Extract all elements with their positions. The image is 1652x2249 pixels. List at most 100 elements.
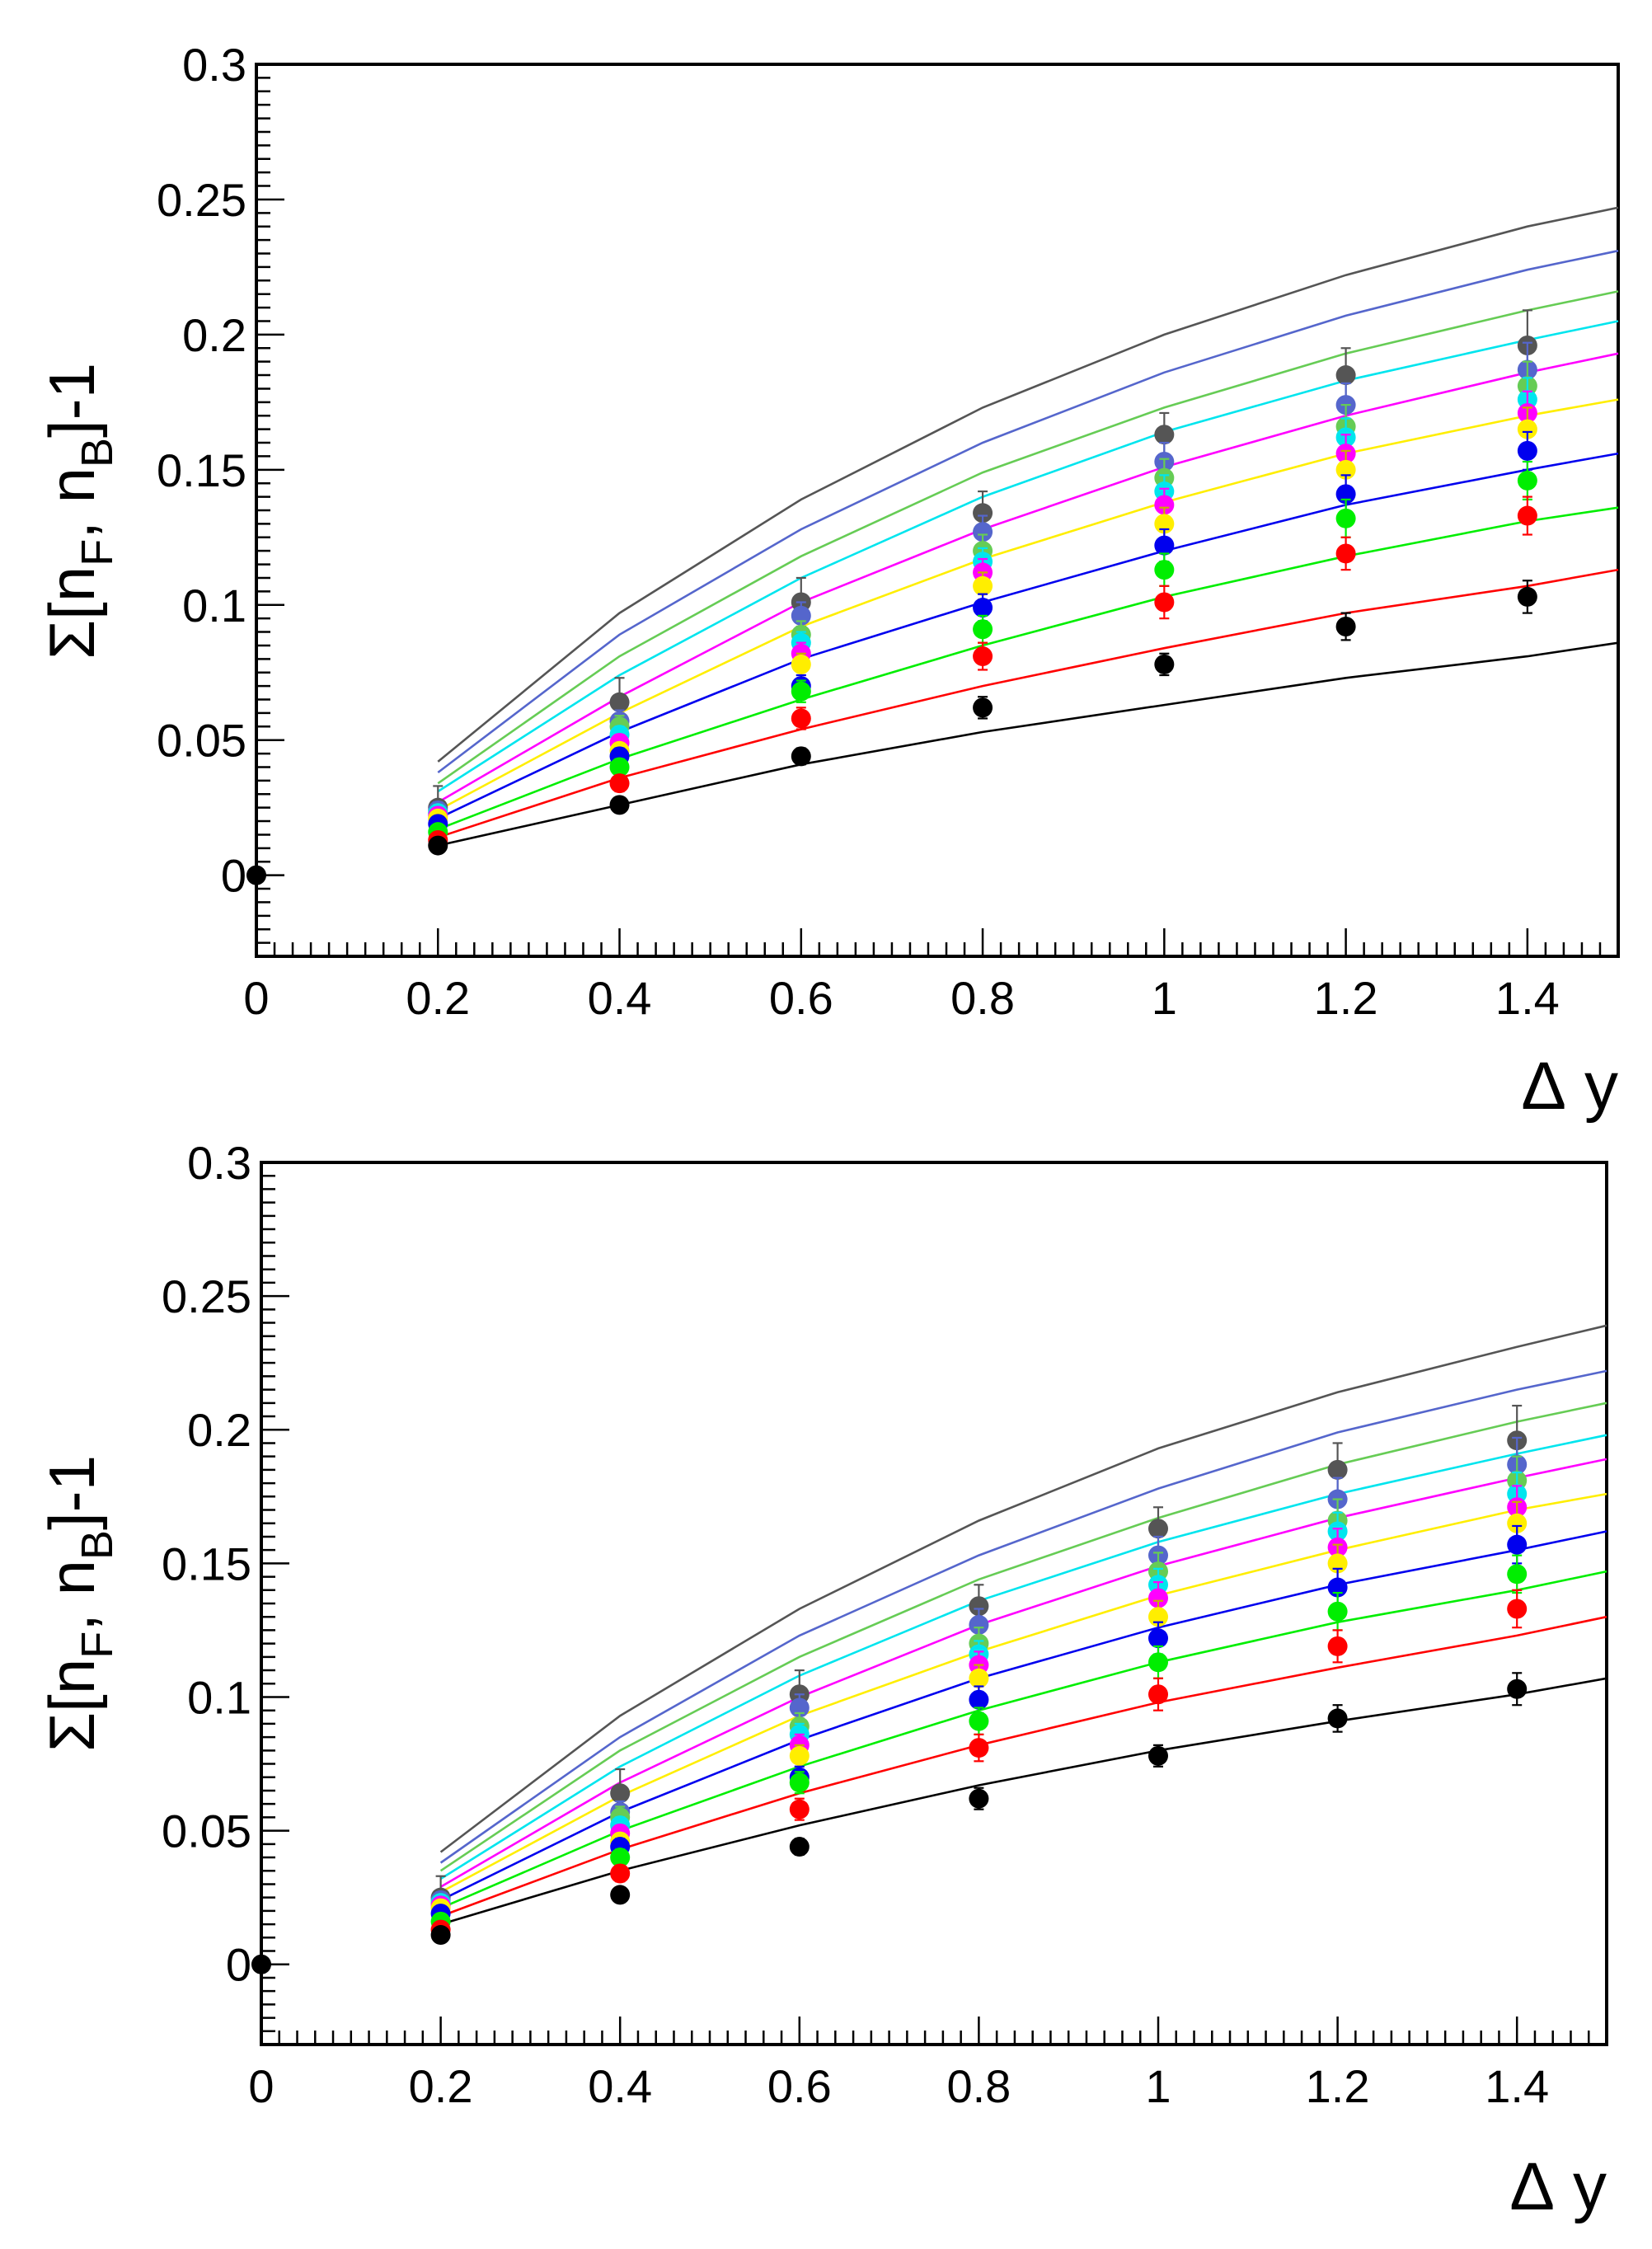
x-tick-label: 1.2 bbox=[1314, 972, 1378, 1024]
bottom-panel: 0 0.2 0.4 0.6 0.8 1 1.2 1.4 0 0.05 0.1 0.15 0.2 0.25 0… bbox=[35, 1137, 1608, 2224]
data-point-green bbox=[789, 1772, 810, 1793]
data-point-red bbox=[789, 1799, 810, 1819]
x-tick-label: 0.8 bbox=[946, 2060, 1011, 2112]
x-axis-title-delta: Δ bbox=[1521, 1049, 1566, 1124]
data-point-green bbox=[791, 681, 811, 702]
x-tick-label: 0.2 bbox=[406, 972, 470, 1024]
data-point-black bbox=[428, 835, 448, 856]
series-curve-blue bbox=[437, 452, 1619, 819]
data-point-gray bbox=[1148, 1519, 1168, 1539]
series-curve-green bbox=[440, 1570, 1607, 1909]
y-axis-title-sub-b: B bbox=[73, 1530, 122, 1560]
series-curve-slate-blue bbox=[439, 1369, 1607, 1864]
data-point-black bbox=[789, 1837, 810, 1857]
data-point-black bbox=[1327, 1708, 1348, 1729]
data-point-black bbox=[1335, 616, 1356, 636]
series-curve-blue bbox=[440, 1530, 1607, 1902]
x-tick-label: 0.6 bbox=[767, 2060, 832, 2112]
series-curve-cyan bbox=[439, 1434, 1607, 1880]
y-tick-label: 0.15 bbox=[162, 1538, 251, 1589]
data-point-gray bbox=[969, 1596, 989, 1617]
data-point-black bbox=[609, 795, 630, 815]
data-point-green bbox=[1507, 1564, 1528, 1585]
data-point-red bbox=[609, 773, 630, 794]
y-tick-label: 0.3 bbox=[187, 1137, 251, 1189]
x-tick-label: 1 bbox=[1152, 972, 1177, 1024]
y-tick-label: 0.2 bbox=[182, 309, 246, 361]
data-point-black bbox=[1507, 1679, 1528, 1699]
data-point-yellow bbox=[973, 575, 993, 596]
series-curve-green bbox=[437, 506, 1619, 831]
top-panel: 0 0.2 0.4 0.6 0.8 1 1.2 1.4 0 0.05 0.1 0.15 0.2 0.25 0… bbox=[35, 39, 1620, 1124]
data-point-blue bbox=[969, 1689, 989, 1710]
x-tick-label: 1.2 bbox=[1306, 2060, 1370, 2112]
y-axis-title-close: ]-1 bbox=[35, 1455, 108, 1530]
data-point-magenta bbox=[1154, 495, 1175, 515]
data-point-magenta bbox=[1148, 1588, 1168, 1608]
x-tick-label: 0 bbox=[248, 2060, 274, 2112]
data-point-red bbox=[1327, 1636, 1348, 1656]
y-axis-title: Σ[nF, nB]-1 bbox=[35, 1455, 122, 1752]
series-curve-cyan bbox=[437, 320, 1619, 793]
y-axis-title-comma: , n bbox=[35, 1560, 108, 1632]
data-point-green bbox=[969, 1711, 989, 1731]
data-point-slate-blue bbox=[969, 1614, 989, 1635]
y-tick-label: 0.05 bbox=[157, 715, 246, 767]
y-axis-title-sub-f: F bbox=[73, 539, 122, 566]
series-curve-light-green bbox=[437, 290, 1619, 785]
data-point-gray bbox=[1335, 365, 1356, 386]
data-point-gray bbox=[973, 503, 993, 524]
data-point-blue bbox=[973, 598, 993, 618]
y-tick-label: 0.1 bbox=[182, 580, 246, 632]
y-tick-label: 0.25 bbox=[157, 174, 246, 226]
x-axis-title-var: y bbox=[1584, 1049, 1618, 1124]
data-point-black bbox=[791, 746, 811, 767]
series-curve-black bbox=[438, 641, 1619, 847]
y-axis-title-close: ]-1 bbox=[35, 363, 108, 438]
data-point-yellow bbox=[789, 1745, 810, 1766]
y-tick-label: 0.05 bbox=[162, 1805, 251, 1857]
data-point-green bbox=[1148, 1652, 1168, 1673]
y-axis-title-sigma: Σ bbox=[35, 1712, 108, 1752]
y-tick-label: 0.15 bbox=[157, 444, 246, 496]
data-point-black bbox=[973, 697, 993, 718]
y-axis-title-bracket: [n bbox=[35, 1659, 108, 1712]
y-axis-title-sub-f: F bbox=[73, 1632, 122, 1659]
data-point-red bbox=[969, 1738, 989, 1758]
x-tick-label: 0.4 bbox=[588, 2060, 652, 2112]
x-tick-label: 1.4 bbox=[1495, 972, 1560, 1024]
data-point-red bbox=[1154, 592, 1175, 613]
data-point-gray bbox=[610, 1783, 631, 1804]
data-point-gray bbox=[1154, 425, 1175, 445]
x-tick-label: 0.6 bbox=[769, 972, 833, 1024]
data-point-yellow bbox=[1507, 1513, 1528, 1533]
data-point-black bbox=[610, 1885, 631, 1905]
data-point-red bbox=[1517, 505, 1537, 526]
series-curve-red bbox=[440, 1615, 1607, 1918]
data-point-green bbox=[1154, 560, 1175, 580]
series-curve-black bbox=[440, 1677, 1607, 1926]
series-curve-yellow bbox=[437, 398, 1619, 812]
data-point-red bbox=[610, 1863, 631, 1884]
data-point-blue bbox=[1507, 1534, 1528, 1555]
x-axis-title-var: y bbox=[1573, 2149, 1607, 2224]
data-point-blue bbox=[1148, 1628, 1168, 1649]
data-point-origin bbox=[251, 1954, 271, 1974]
y-tick-label: 0 bbox=[221, 850, 246, 902]
series-curve-yellow bbox=[439, 1492, 1607, 1894]
x-tick-label: 0.4 bbox=[588, 972, 652, 1024]
data-point-green bbox=[609, 757, 630, 777]
series-curve-light-green bbox=[439, 1402, 1607, 1872]
series-curve-magenta bbox=[437, 352, 1619, 804]
y-tick-label: 0.1 bbox=[187, 1671, 251, 1723]
data-point-red bbox=[1335, 543, 1356, 564]
data-point-yellow bbox=[1517, 419, 1537, 439]
data-point-green bbox=[610, 1848, 631, 1868]
y-tick-label: 0.25 bbox=[162, 1270, 251, 1322]
data-point-yellow bbox=[791, 654, 811, 674]
series-curve-gray bbox=[437, 206, 1619, 763]
data-point-yellow bbox=[969, 1668, 989, 1688]
y-axis-title-bracket: [n bbox=[35, 566, 108, 620]
data-point-gray bbox=[609, 692, 630, 712]
series-curve-red bbox=[437, 568, 1619, 838]
